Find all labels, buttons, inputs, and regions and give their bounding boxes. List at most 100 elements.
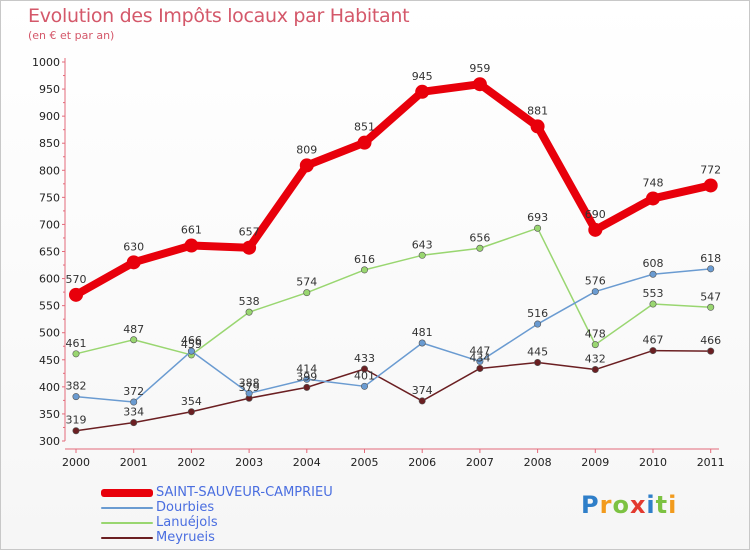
- y-tick-label: 950: [39, 83, 60, 96]
- data-point: [242, 240, 257, 255]
- data-label: 574: [296, 276, 317, 289]
- chart-subtitle: (en € et par an): [28, 29, 115, 42]
- data-point: [707, 265, 715, 273]
- legend-swatch: [101, 507, 153, 509]
- data-label: 374: [412, 384, 433, 397]
- x-tick-label: 2004: [293, 456, 321, 469]
- data-point: [418, 339, 426, 347]
- data-label: 388: [239, 376, 260, 389]
- data-label: 382: [66, 380, 87, 393]
- logo-letter: r: [599, 491, 613, 519]
- data-point: [303, 383, 311, 391]
- chart-series: [69, 77, 718, 435]
- data-label: 372: [123, 385, 144, 398]
- series-line-2: [75, 227, 712, 356]
- data-label: 466: [181, 334, 202, 347]
- data-label: 616: [354, 253, 375, 266]
- data-label: 433: [354, 352, 375, 365]
- y-tick-label: 400: [39, 381, 60, 394]
- data-label: 959: [469, 62, 490, 75]
- data-label: 487: [123, 323, 144, 336]
- y-tick-label: 650: [39, 246, 60, 259]
- legend-swatch: [101, 522, 153, 524]
- logo-letter: P: [581, 491, 600, 519]
- logo-letter: i: [646, 491, 656, 519]
- legend-swatch: [101, 537, 153, 539]
- data-point: [303, 375, 311, 383]
- x-tick-label: 2006: [408, 456, 436, 469]
- data-point: [130, 398, 138, 406]
- data-label: 656: [469, 231, 490, 244]
- data-point: [591, 288, 599, 296]
- data-label: 693: [527, 211, 548, 224]
- x-tick-label: 2003: [235, 456, 263, 469]
- data-point: [534, 224, 542, 232]
- series-line-1: [75, 268, 712, 403]
- data-label: 851: [354, 121, 375, 134]
- data-label: 570: [66, 273, 87, 286]
- y-tick-label: 750: [39, 191, 60, 204]
- logo-letter: o: [612, 491, 630, 519]
- logo-letter: i: [668, 491, 678, 519]
- y-tick-label: 550: [39, 300, 60, 313]
- data-label: 881: [527, 104, 548, 117]
- data-point: [649, 270, 657, 278]
- y-tick-label: 350: [39, 408, 60, 421]
- data-point: [707, 347, 715, 355]
- y-tick-label: 450: [39, 354, 60, 367]
- x-tick-label: 2001: [120, 456, 148, 469]
- data-point: [187, 408, 195, 416]
- data-point: [72, 393, 80, 401]
- data-point: [649, 300, 657, 308]
- legend-swatch: [101, 489, 153, 497]
- data-label: 618: [700, 252, 721, 265]
- data-label: 319: [66, 414, 87, 427]
- data-point: [707, 303, 715, 311]
- x-tick-label: 2005: [351, 456, 379, 469]
- data-label: 553: [643, 287, 664, 300]
- y-tick-label: 500: [39, 327, 60, 340]
- data-label: 459: [181, 338, 202, 351]
- legend-label: Lanuéjols: [156, 515, 218, 530]
- data-label: 516: [527, 307, 548, 320]
- x-tick-label: 2008: [524, 456, 552, 469]
- data-point: [126, 255, 141, 270]
- data-label: 809: [296, 143, 317, 156]
- data-point: [418, 397, 426, 405]
- y-tick-label: 900: [39, 110, 60, 123]
- data-point: [476, 364, 484, 372]
- data-label: 432: [585, 353, 606, 366]
- data-point: [534, 358, 542, 366]
- data-label: 690: [585, 208, 606, 221]
- y-tick-label: 800: [39, 164, 60, 177]
- y-tick-label: 700: [39, 218, 60, 231]
- data-point: [476, 357, 484, 365]
- data-point: [360, 365, 368, 373]
- logo-letter: x: [629, 491, 647, 519]
- data-point: [69, 287, 83, 302]
- data-label: 466: [700, 334, 721, 347]
- data-point: [187, 347, 195, 355]
- y-tick-label: 850: [39, 137, 60, 150]
- x-tick-label: 2002: [177, 456, 205, 469]
- data-point: [303, 289, 311, 297]
- y-tick-label: 300: [39, 435, 60, 448]
- data-point: [299, 158, 314, 173]
- data-label: 481: [412, 326, 433, 339]
- data-point: [646, 191, 660, 206]
- y-tick-label: 600: [39, 273, 60, 286]
- logo-letter: t: [655, 491, 669, 519]
- data-label: 445: [527, 345, 548, 358]
- chart-title: Evolution des Impôts locaux par Habitant: [28, 5, 410, 27]
- y-tick-label: 1000: [32, 56, 60, 69]
- data-point: [72, 427, 80, 435]
- data-label: 661: [181, 224, 202, 237]
- data-point: [588, 222, 603, 237]
- data-point: [591, 341, 599, 349]
- chart-data-labels: 319 334 354 379 399 433 374 434 445 432 467 466 461 4…: [66, 62, 722, 427]
- data-point: [418, 251, 426, 259]
- data-point: [530, 119, 545, 134]
- data-label: 379: [239, 381, 260, 394]
